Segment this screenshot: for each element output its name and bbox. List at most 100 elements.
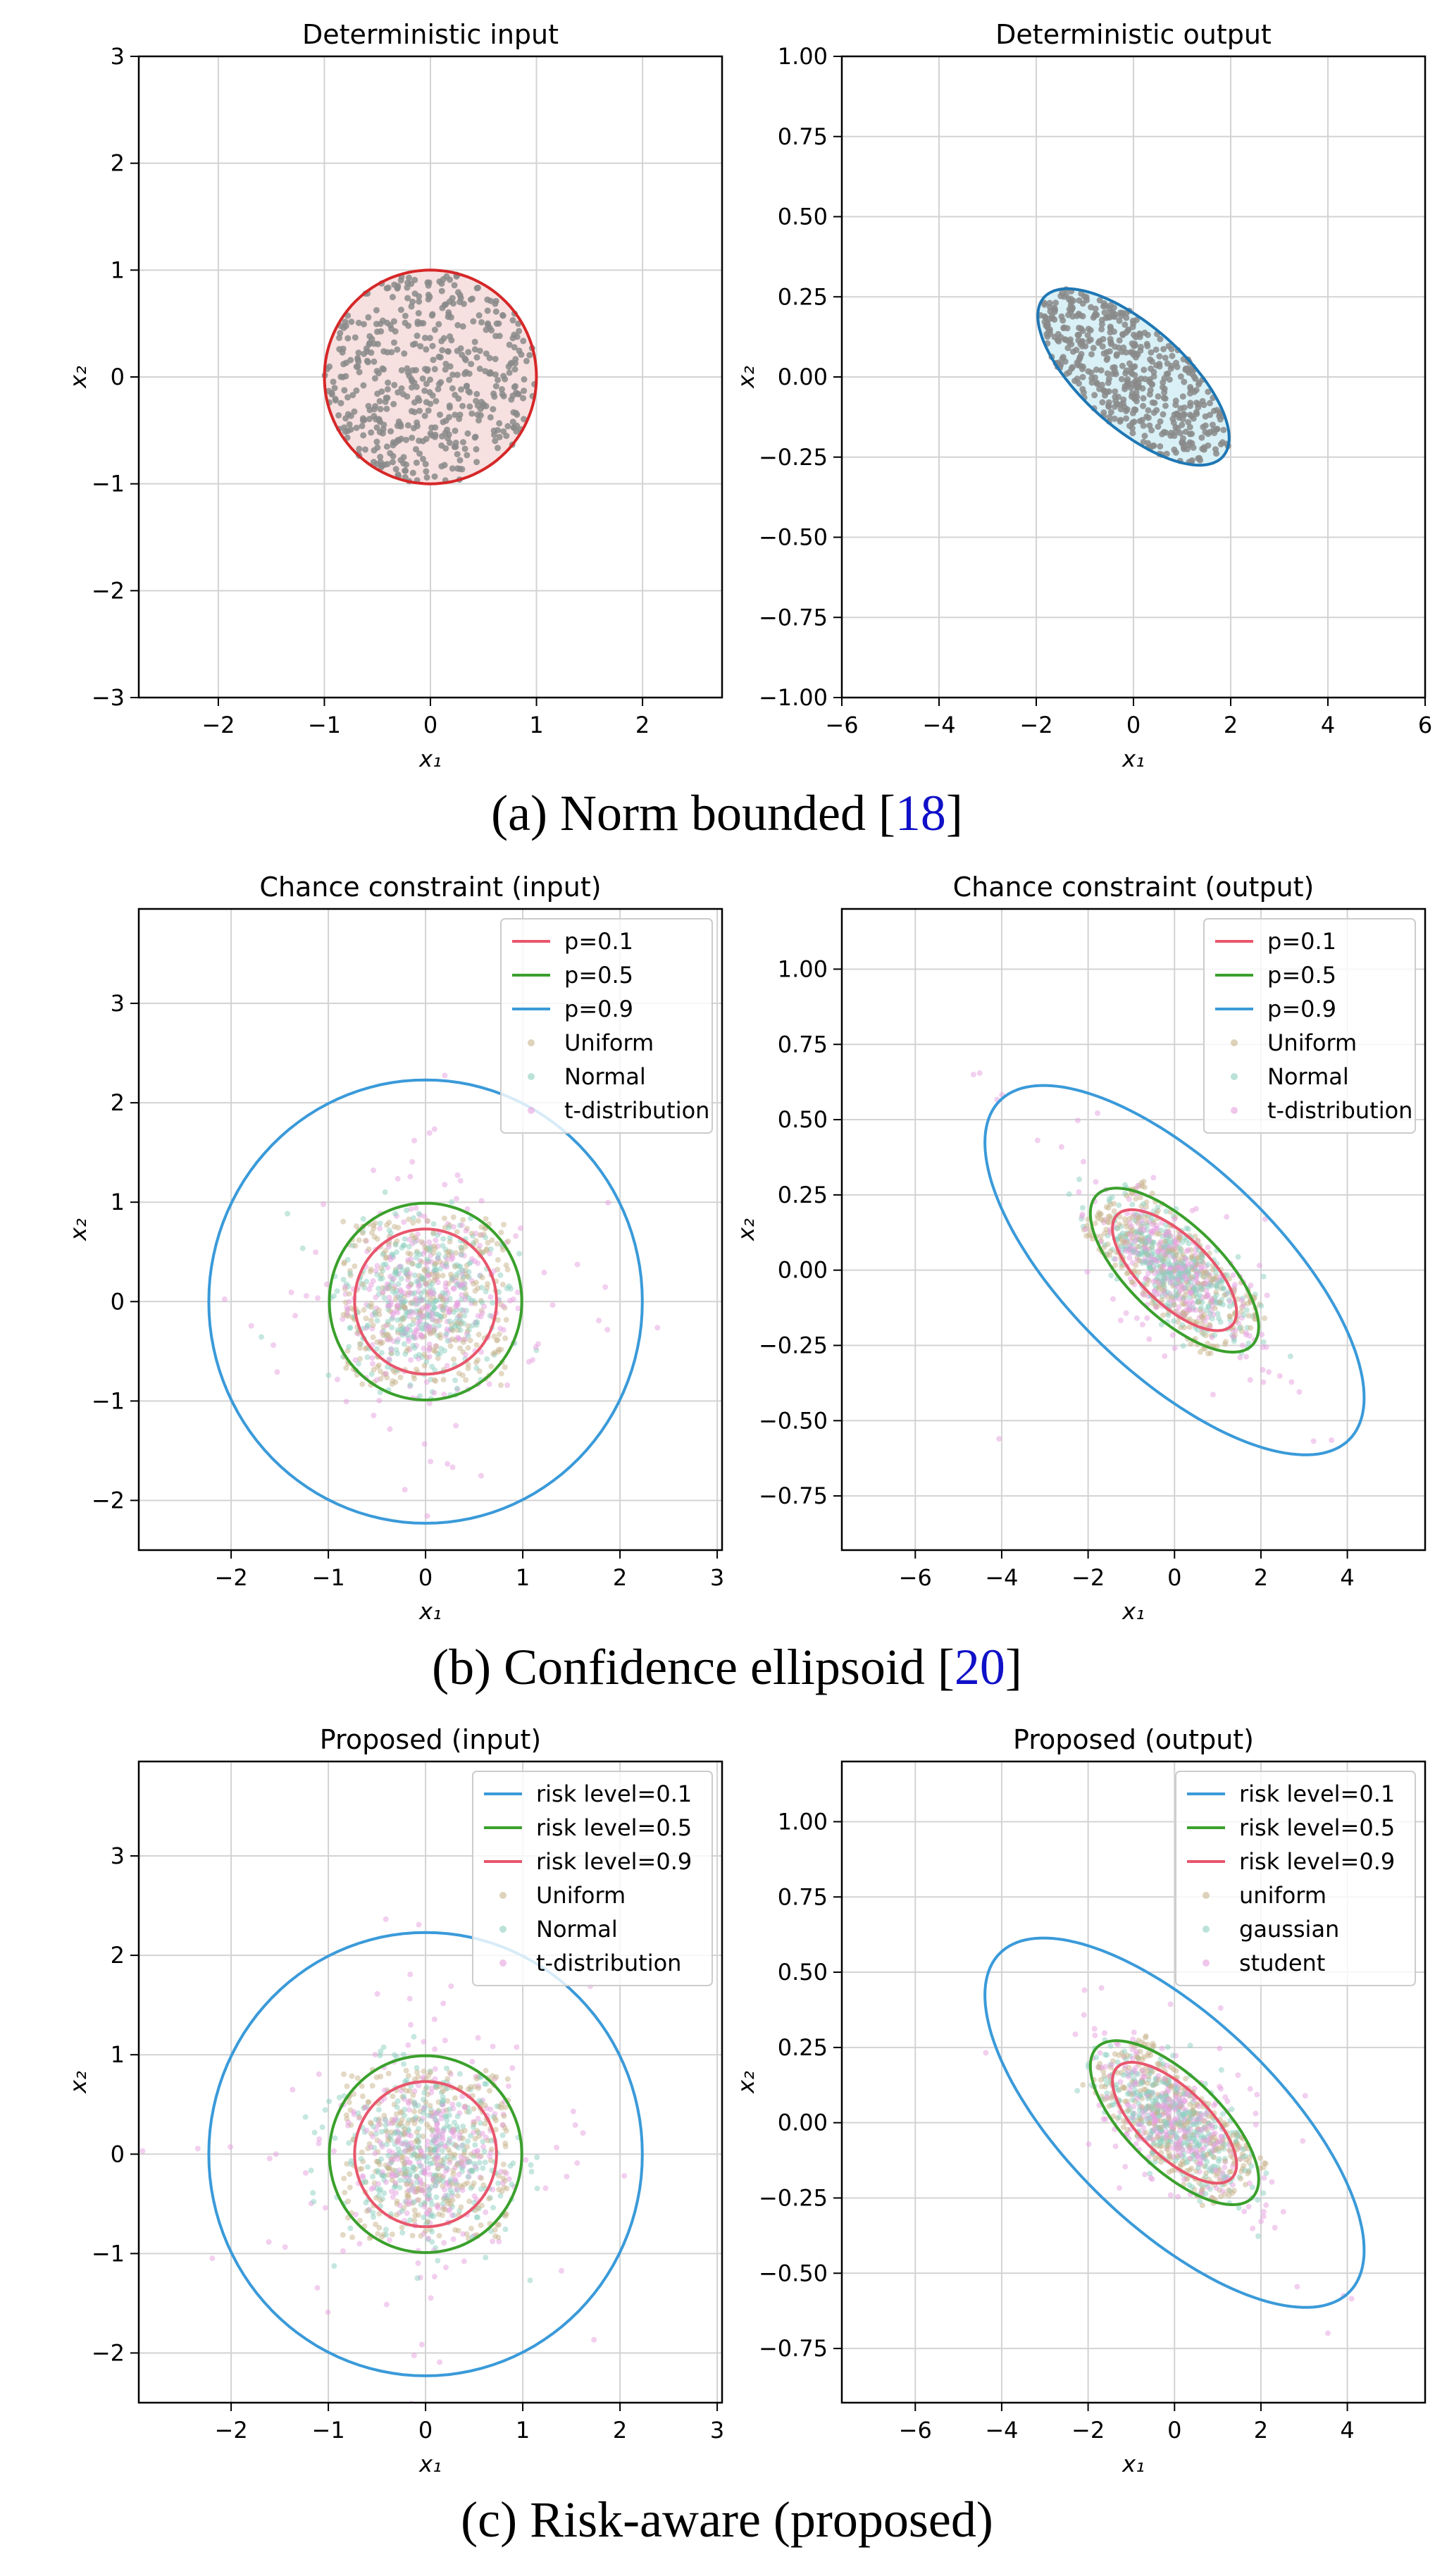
uniform-point <box>464 2144 470 2150</box>
uniform-point <box>412 2207 418 2213</box>
y-tick-label: 1 <box>111 256 125 283</box>
sample-point <box>466 403 473 409</box>
sample-point <box>1179 422 1185 428</box>
tdist-point <box>371 2185 376 2191</box>
sample-point <box>340 374 346 380</box>
y-tick-label: −0.50 <box>759 524 828 551</box>
tdist-point <box>1218 2005 1224 2011</box>
sample-point <box>423 469 429 475</box>
tdist-point <box>1132 1239 1138 1244</box>
tdist-point <box>1205 1244 1211 1250</box>
uniform-point <box>1151 2043 1157 2048</box>
tdist-point <box>1153 1305 1159 1311</box>
normal-point <box>483 1289 489 1294</box>
normal-point <box>1145 1253 1151 1258</box>
sample-point <box>1139 385 1145 392</box>
legend-label: t-distribution <box>536 1950 681 1976</box>
normal-point <box>1241 1312 1247 1318</box>
uniform-point <box>502 1335 508 1341</box>
tdist-point <box>1093 1179 1099 1184</box>
tdist-point <box>542 2186 548 2191</box>
normal-point <box>1219 1280 1224 1286</box>
sample-point <box>1148 427 1155 433</box>
tdist-point <box>316 2072 322 2077</box>
normal-point <box>335 1288 340 1294</box>
tdist-point <box>416 1289 421 1294</box>
sample-point <box>1100 336 1106 342</box>
sample-point <box>454 322 461 328</box>
sample-point <box>377 454 383 460</box>
uniform-point <box>372 1220 378 1226</box>
uniform-point <box>371 1323 376 1328</box>
normal-point <box>429 2229 435 2234</box>
sample-point <box>429 311 435 317</box>
legend-label: p=0.1 <box>1267 928 1336 955</box>
normal-point <box>1067 1191 1072 1197</box>
normal-point <box>381 2045 387 2050</box>
tdist-point <box>1232 1282 1238 1287</box>
uniform-point <box>409 2117 415 2123</box>
normal-point <box>383 2122 388 2128</box>
uniform-point <box>480 2182 486 2188</box>
sample-point <box>1088 304 1094 311</box>
tdist-point <box>1166 1230 1172 1235</box>
sample-point <box>424 368 430 374</box>
normal-point <box>399 1317 404 1323</box>
normal-point <box>421 2090 427 2095</box>
normal-point <box>425 1311 430 1317</box>
uniform-point <box>390 2093 395 2099</box>
tdist-point <box>596 1318 602 1323</box>
tdist-point <box>1181 1285 1186 1291</box>
tdist-point <box>514 2044 519 2050</box>
uniform-point <box>341 2072 347 2077</box>
uniform-point <box>423 1281 429 1287</box>
normal-point <box>394 2105 400 2110</box>
sample-point <box>329 391 335 397</box>
normal-point <box>461 1285 467 1291</box>
tdist-point <box>374 1377 380 1382</box>
normal-point <box>490 1300 495 1306</box>
tdist-point <box>427 1342 433 1347</box>
uniform-point <box>480 1275 485 1280</box>
sample-point <box>500 313 507 319</box>
normal-point <box>483 2081 489 2087</box>
uniform-point <box>504 2186 509 2191</box>
sample-point <box>491 393 497 400</box>
uniform-point <box>414 2129 420 2135</box>
sample-point <box>461 301 467 307</box>
uniform-point <box>1200 1274 1206 1280</box>
normal-point <box>415 2275 421 2281</box>
tdist-point <box>419 2187 425 2193</box>
sample-point <box>344 335 351 342</box>
normal-point <box>471 2124 476 2130</box>
y-tick-label: 0 <box>111 1288 125 1315</box>
tdist-point <box>369 1355 375 1361</box>
tdist-point <box>1081 1988 1087 1993</box>
uniform-point <box>1212 1306 1218 1311</box>
normal-point <box>433 2194 439 2200</box>
tdist-point <box>452 1286 457 1292</box>
sample-point <box>1117 338 1123 344</box>
normal-point <box>402 2112 407 2118</box>
tdist-point <box>315 2285 321 2291</box>
uniform-point <box>1136 1258 1142 1263</box>
tdist-point <box>313 1249 318 1255</box>
sample-point <box>463 369 469 376</box>
sample-point <box>410 342 416 348</box>
tdist-point <box>483 2135 489 2141</box>
tdist-point <box>408 1290 414 1296</box>
uniform-point <box>370 2083 375 2088</box>
tdist-point <box>434 2203 440 2209</box>
tdist-point <box>549 1302 555 1308</box>
uniform-point <box>1189 1253 1195 1259</box>
sample-point <box>1141 433 1148 439</box>
sample-point <box>516 347 523 354</box>
sample-point <box>1137 418 1143 424</box>
x-tick-label: −4 <box>922 712 955 738</box>
uniform-point <box>495 2234 501 2240</box>
sample-point <box>1105 370 1111 376</box>
tdist-point <box>1095 1110 1100 1116</box>
normal-point <box>1076 1177 1082 1182</box>
legend-marker <box>1231 1073 1238 1080</box>
tdist-point <box>459 1222 465 1228</box>
